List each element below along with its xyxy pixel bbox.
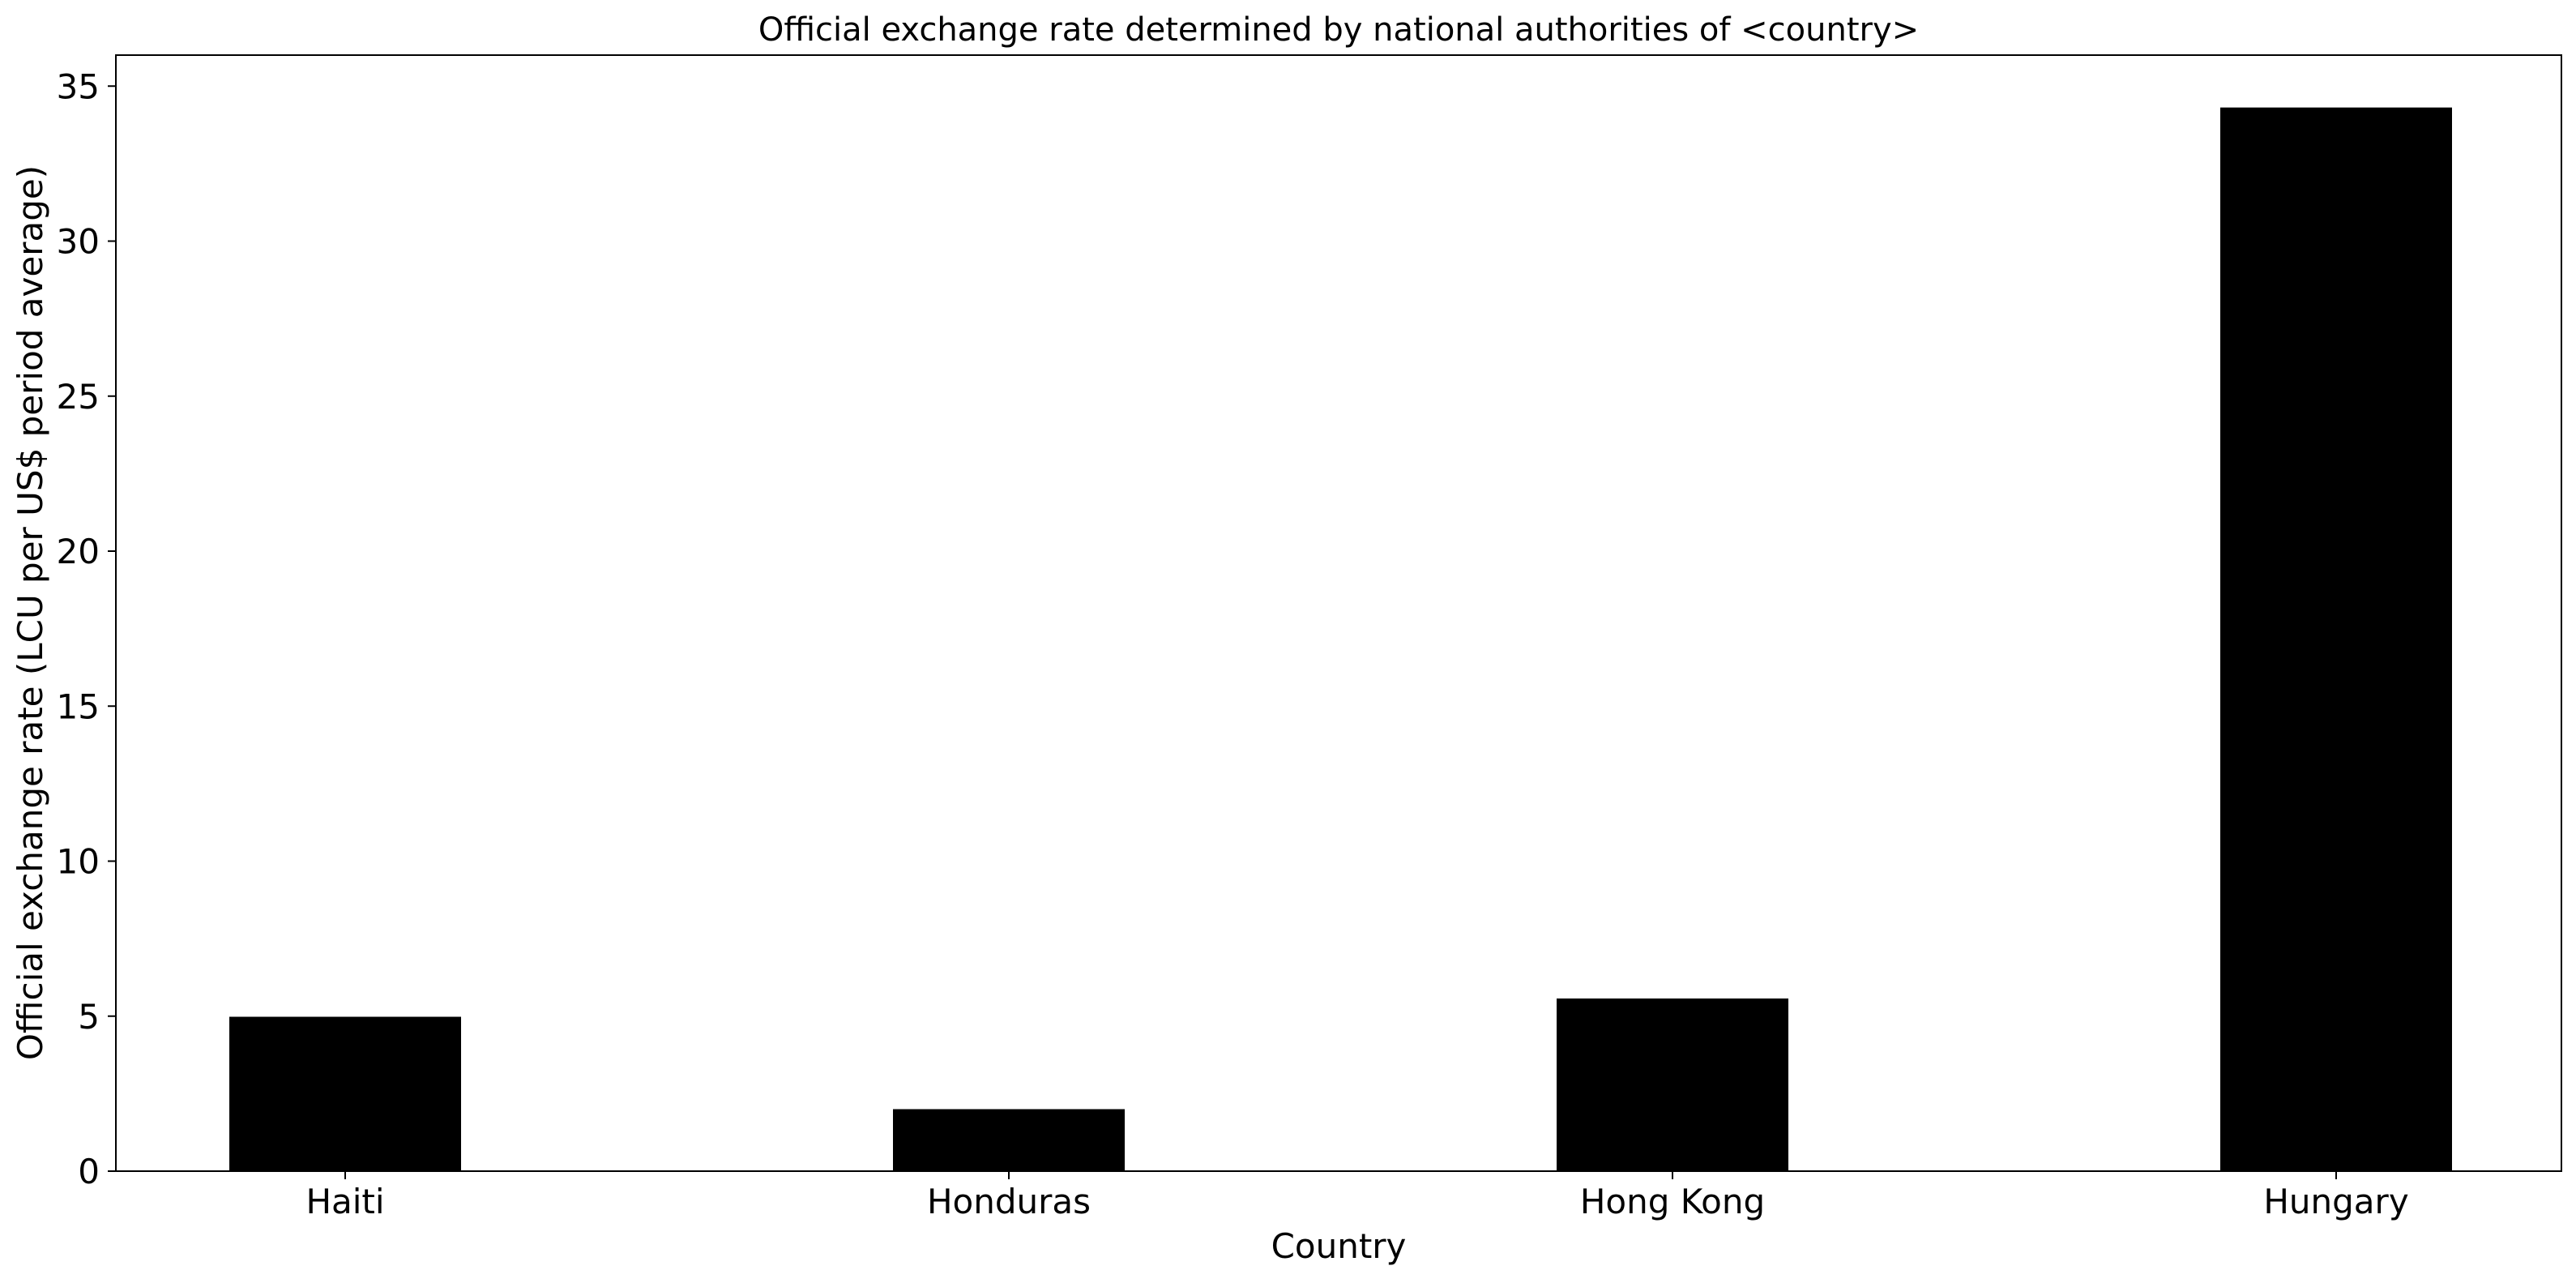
y-tick-label: 20 xyxy=(57,532,100,571)
bar-hungary xyxy=(2220,107,2452,1172)
y-tick-label: 35 xyxy=(57,66,100,106)
x-tick-label: Honduras xyxy=(927,1182,1091,1221)
chart-title: Official exchange rate determined by nat… xyxy=(758,11,1919,49)
y-axis: 0 5 10 15 20 25 30 35 xyxy=(57,66,116,1191)
y-tick-label: 5 xyxy=(78,997,100,1037)
x-tick-label: Hong Kong xyxy=(1580,1182,1765,1221)
y-tick-label: 0 xyxy=(78,1152,100,1191)
bar-haiti xyxy=(229,1016,461,1171)
y-tick-label: 30 xyxy=(57,222,100,262)
x-axis-label: Country xyxy=(1271,1226,1407,1266)
y-tick-label: 10 xyxy=(57,842,100,882)
bar-hong-kong xyxy=(1557,998,1788,1171)
plot-area xyxy=(115,54,2562,1172)
x-tick-label: Hungary xyxy=(2263,1182,2408,1221)
bars-group xyxy=(229,107,2452,1172)
y-tick-label: 15 xyxy=(57,686,100,726)
x-axis: Haiti Honduras Hong Kong Hungary xyxy=(305,1171,2409,1221)
plot-frame xyxy=(115,54,2562,1172)
y-tick-label: 25 xyxy=(57,377,100,417)
x-tick-label: Haiti xyxy=(305,1182,384,1221)
y-axis-label: Official exchange rate (LCU per US$ peri… xyxy=(11,165,50,1060)
bar-honduras xyxy=(893,1109,1125,1171)
